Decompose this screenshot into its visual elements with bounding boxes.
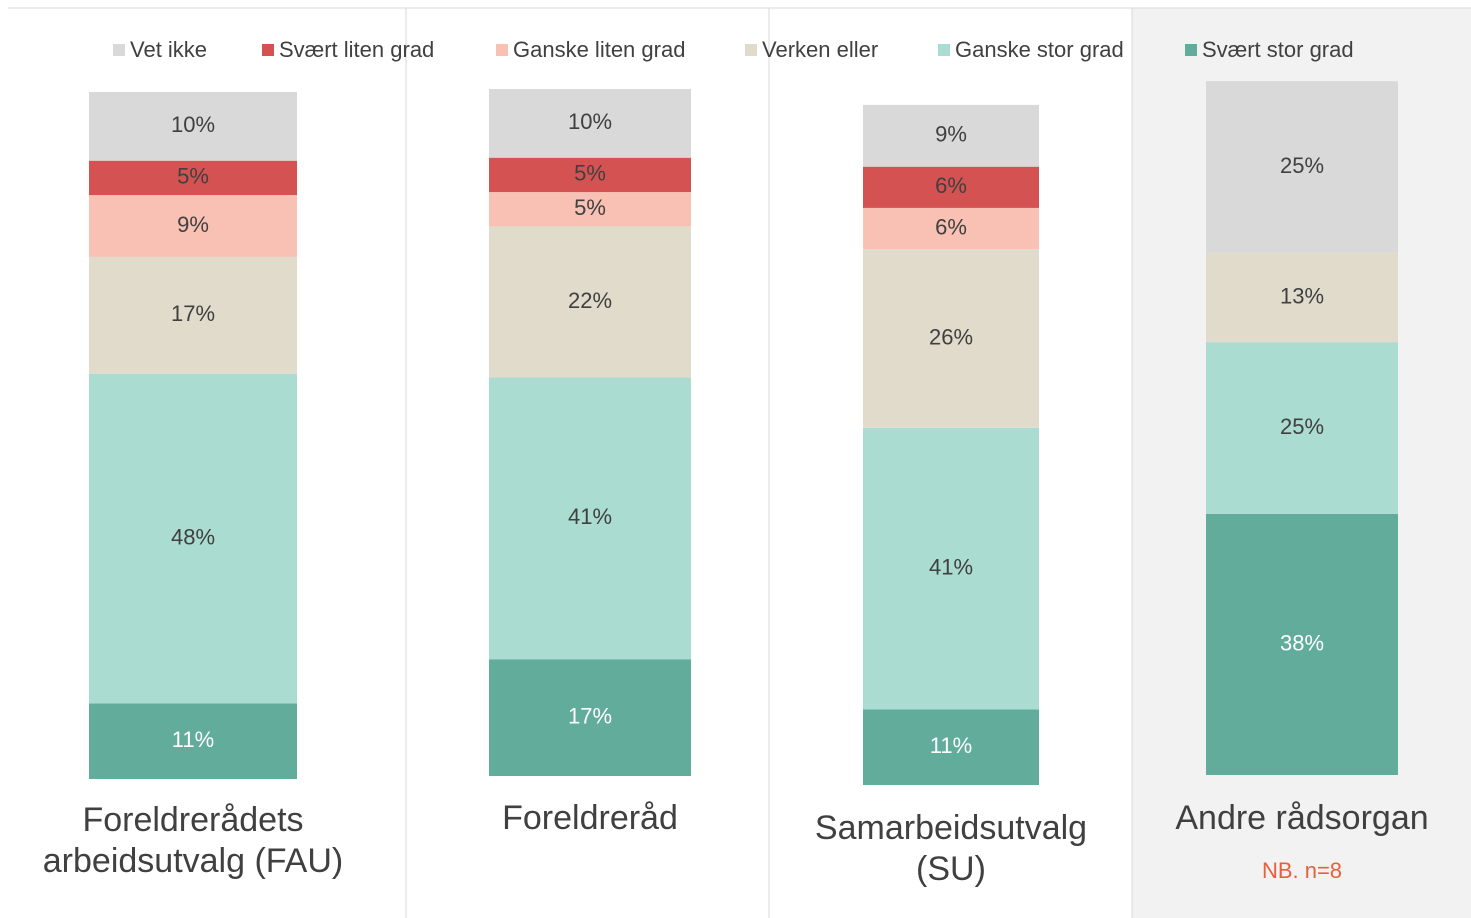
legend-label: Svært liten grad xyxy=(279,37,434,62)
bar-segment xyxy=(89,195,297,257)
legend-label: Ganske stor grad xyxy=(955,37,1124,62)
data-label: 5% xyxy=(574,195,606,220)
data-label: 41% xyxy=(568,504,612,529)
bar-segment xyxy=(489,192,691,227)
data-label: 6% xyxy=(935,173,967,198)
bar-segment xyxy=(1206,513,1398,775)
legend-swatch xyxy=(745,44,757,56)
bar-segment xyxy=(89,160,297,196)
bar-segment xyxy=(1206,81,1398,253)
data-label: 17% xyxy=(171,301,215,326)
bar-segment xyxy=(489,89,691,158)
legend-swatch xyxy=(113,44,125,56)
annotation: NB. n=8 xyxy=(1261,858,1343,883)
legend-label: Verken eller xyxy=(762,37,878,62)
bar-segment xyxy=(863,709,1039,785)
category-label: Andre rådsorgan xyxy=(1175,799,1429,837)
bar-segment xyxy=(489,377,691,660)
data-label: 11% xyxy=(930,733,972,758)
category-label: Foreldreråd xyxy=(502,799,678,837)
data-label: 11% xyxy=(172,727,214,752)
legend-swatch xyxy=(496,44,508,56)
data-label: 6% xyxy=(935,214,967,239)
bar-segment xyxy=(89,703,297,779)
legend-swatch xyxy=(1185,44,1197,56)
bar-segment xyxy=(89,256,297,374)
data-label: 17% xyxy=(568,703,612,728)
category-label: Foreldrerådets arbeidsutvalg (FAU) xyxy=(42,801,344,880)
data-label: 5% xyxy=(177,164,209,189)
legend-label: Vet ikke xyxy=(130,37,207,62)
bar-segment xyxy=(863,249,1039,428)
bar-segment xyxy=(489,659,691,776)
data-label: 41% xyxy=(929,554,973,579)
data-label: 13% xyxy=(1280,283,1324,308)
bar-segment xyxy=(863,427,1039,710)
data-label: 10% xyxy=(568,109,612,134)
bar-segment xyxy=(863,207,1039,250)
data-label: 38% xyxy=(1280,630,1324,655)
legend-label: Svært stor grad xyxy=(1202,37,1354,62)
data-label: 9% xyxy=(177,212,209,237)
data-label: 10% xyxy=(171,112,215,137)
data-label: 26% xyxy=(929,324,973,349)
category-label: Samarbeidsutvalg (SU) xyxy=(814,809,1088,888)
bar-segment xyxy=(489,157,691,193)
bar-segment xyxy=(1206,342,1398,514)
legend-swatch xyxy=(938,44,950,56)
bar-segment xyxy=(89,373,297,704)
bar-segment xyxy=(489,226,691,378)
bar-segment xyxy=(863,166,1039,208)
bar-segment xyxy=(1206,252,1398,343)
legend-swatch xyxy=(262,44,274,56)
bar-segment xyxy=(89,92,297,161)
data-label: 22% xyxy=(568,288,612,313)
data-label: 9% xyxy=(935,122,967,147)
data-label: 25% xyxy=(1280,414,1324,439)
bar-segment xyxy=(863,104,1039,167)
data-label: 48% xyxy=(171,524,215,549)
data-label: 25% xyxy=(1280,153,1324,178)
data-label: 5% xyxy=(574,161,606,186)
legend-label: Ganske liten grad xyxy=(513,37,685,62)
